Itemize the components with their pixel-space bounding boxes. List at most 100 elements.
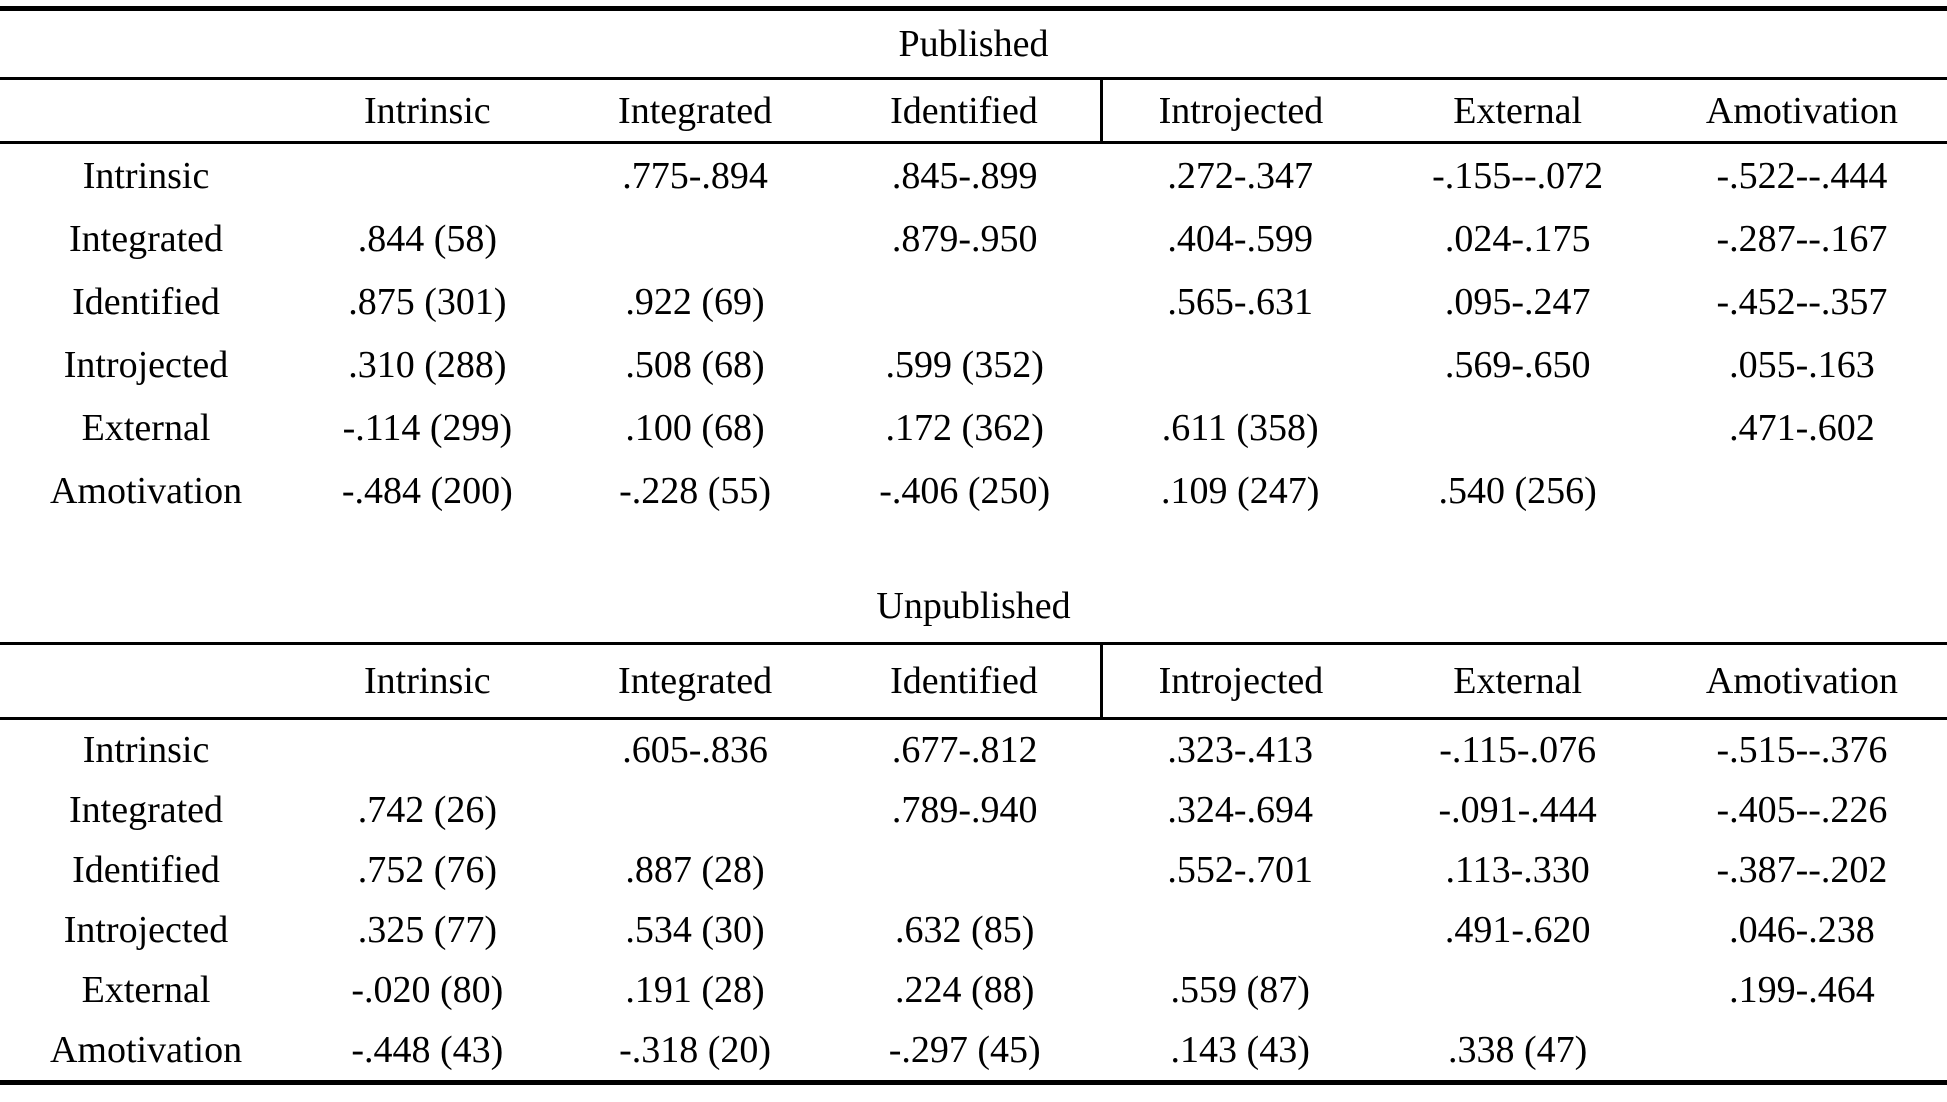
column-header: Integrated [562, 78, 828, 144]
unpublished-correlation-table: Intrinsic Integrated Identified Introjected… [0, 642, 1947, 1085]
column-header: External [1378, 643, 1657, 720]
correlation-cell: .887 (28) [625, 849, 765, 891]
correlation-cell: .534 (30) [625, 909, 765, 951]
table-row: Integrated .844 (58) .879-.950 .404-.599 .02… [0, 207, 1947, 270]
correlation-cell: -.228 (55) [619, 469, 772, 512]
column-header: Intrinsic [292, 78, 563, 144]
row-label: Intrinsic [82, 154, 210, 197]
correlation-cell: -.287--.167 [1716, 217, 1888, 260]
correlation-cell: .875 (301) [348, 280, 507, 323]
section-title-row: Published [0, 8, 1947, 80]
correlation-cell: .632 (85) [895, 909, 1035, 951]
column-header: Identified [827, 78, 1102, 144]
correlation-cell: .879-.950 [891, 217, 1038, 260]
diagonal-empty-cell [1102, 900, 1378, 960]
published-correlation-table: Published Intrinsic Integrated Identified I… [0, 6, 1947, 522]
diagonal-empty-cell [563, 207, 828, 270]
correlation-cell: .323-.413 [1167, 729, 1314, 771]
table-row: Introjected .325 (77) .534 (30) .632 (85) .4… [0, 900, 1947, 960]
section-title: Published [0, 8, 1947, 80]
table-row: External -.114 (299) .100 (68) .172 (362) .6… [0, 396, 1947, 459]
correlation-cell: .172 (362) [885, 406, 1044, 449]
row-label: Identified [72, 280, 220, 323]
column-header: Introjected [1100, 643, 1379, 720]
correlation-cell: .143 (43) [1101, 1020, 1379, 1085]
correlation-cell: -.405--.226 [1716, 789, 1888, 831]
diagonal-empty-cell [827, 840, 1102, 900]
correlation-cell: .100 (68) [625, 406, 765, 449]
correlation-cell: .046-.238 [1729, 909, 1875, 951]
correlation-cell: .775-.894 [622, 154, 768, 197]
column-header-row: Intrinsic Integrated Identified Introjected… [0, 78, 1947, 144]
column-header: Introjected [1100, 78, 1379, 144]
correlation-cell: -.091-.444 [1438, 789, 1597, 831]
correlation-cell: .491-.620 [1444, 909, 1591, 951]
row-label: Integrated [69, 217, 224, 260]
correlation-cell: .569-.650 [1444, 343, 1591, 386]
row-label: Identified [72, 849, 220, 891]
diagonal-empty-cell [827, 270, 1102, 333]
corner-cell [0, 643, 293, 720]
column-header: External [1378, 78, 1657, 144]
correlation-cell: .325 (77) [357, 909, 498, 951]
correlation-cell: .611 (358) [1161, 406, 1319, 449]
row-label: Introjected [63, 909, 229, 951]
row-label: External [81, 406, 211, 449]
correlation-cell: .404-.599 [1167, 217, 1314, 260]
table-row: Identified .875 (301) .922 (69) .565-.631 .0… [0, 270, 1947, 333]
table-row: Amotivation -.448 (43) -.318 (20) -.297 (45… [0, 1020, 1947, 1085]
correlation-cell: -.515--.376 [1716, 729, 1888, 771]
correlation-cell: .559 (87) [1170, 969, 1310, 1011]
table-row: Amotivation -.484 (200) -.228 (55) -.406 (2… [0, 459, 1947, 522]
correlation-cell: .471-.602 [1729, 406, 1875, 449]
column-header: Amotivation [1656, 78, 1947, 144]
row-label: External [81, 969, 211, 1011]
table-row: Intrinsic .775-.894 .845-.899 .272-.347 -.15… [0, 143, 1947, 208]
row-label: Amotivation [0, 1020, 293, 1085]
correlation-cell: -.484 (200) [341, 469, 513, 512]
column-header: Integrated [562, 643, 828, 720]
diagonal-empty-cell [563, 780, 828, 840]
correlation-cell: .024-.175 [1444, 217, 1591, 260]
correlation-cell: .605-.836 [622, 729, 768, 771]
correlation-cell: .199-.464 [1729, 969, 1875, 1011]
correlation-cell: -.020 (80) [351, 969, 504, 1011]
correlation-cell: .922 (69) [625, 280, 765, 323]
diagonal-empty-cell [1656, 1020, 1947, 1085]
column-header-row: Intrinsic Integrated Identified Introjected… [0, 643, 1947, 720]
correlation-cell: -.448 (43) [292, 1020, 563, 1085]
table-row: Identified .752 (76) .887 (28) .552-.701 .11… [0, 840, 1947, 900]
correlation-cell: -.452--.357 [1716, 280, 1888, 323]
correlation-cell: -.155--.072 [1432, 154, 1604, 197]
correlation-cell: -.318 (20) [562, 1020, 828, 1085]
correlation-cell: .109 (247) [1161, 469, 1320, 512]
table-row: Intrinsic .605-.836 .677-.812 .323-.413 -.11… [0, 719, 1947, 781]
correlation-cell: .508 (68) [625, 343, 765, 386]
correlation-cell: .095-.247 [1444, 280, 1591, 323]
correlation-cell: -.522--.444 [1716, 154, 1888, 197]
correlation-cell: .191 (28) [625, 969, 765, 1011]
row-label: Amotivation [49, 469, 243, 512]
correlation-cell: .055-.163 [1729, 343, 1875, 386]
diagonal-empty-cell [1657, 459, 1947, 522]
correlation-table-page: Published Intrinsic Integrated Identified I… [0, 6, 1947, 1102]
correlation-cell: .789-.940 [891, 789, 1038, 831]
correlation-cell: .742 (26) [357, 789, 498, 831]
section-title-block: Unpublished [0, 522, 1947, 642]
row-label: Intrinsic [82, 729, 210, 771]
row-label: Integrated [69, 789, 224, 831]
column-header: Amotivation [1656, 643, 1947, 720]
correlation-cell: .113-.330 [1445, 849, 1590, 891]
correlation-cell: .599 (352) [885, 343, 1044, 386]
correlation-cell: -.115-.076 [1439, 729, 1597, 771]
correlation-cell: -.114 (299) [342, 406, 513, 449]
table-row: Introjected .310 (288) .508 (68) .599 (352)… [0, 333, 1947, 396]
diagonal-empty-cell [1102, 333, 1378, 396]
diagonal-empty-cell [1378, 960, 1656, 1020]
correlation-cell: .338 (47) [1378, 1020, 1657, 1085]
correlation-cell: .844 (58) [357, 217, 498, 260]
diagonal-empty-cell [292, 143, 563, 208]
correlation-cell: .540 (256) [1438, 469, 1597, 512]
correlation-cell: .565-.631 [1167, 280, 1314, 323]
table-row: Integrated .742 (26) .789-.940 .324-.694 -.0… [0, 780, 1947, 840]
